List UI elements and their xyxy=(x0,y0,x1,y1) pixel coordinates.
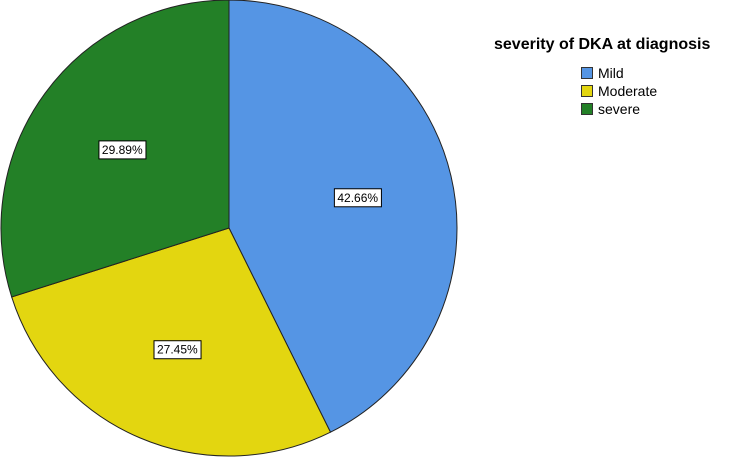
legend-item-severe: severe xyxy=(581,100,710,118)
pie-slices xyxy=(0,0,458,457)
legend-swatch-mild xyxy=(581,67,593,79)
legend-label-severe: severe xyxy=(598,101,641,117)
data-label-moderate: 27.45% xyxy=(153,340,202,360)
data-label-box-mild xyxy=(333,188,382,208)
legend-label-mild: Mild xyxy=(598,65,624,81)
legend-swatch-severe xyxy=(581,103,593,115)
pie-slice-mild xyxy=(228,0,458,433)
data-label-mild: 42.66% xyxy=(333,188,382,208)
legend-item-mild: Mild xyxy=(581,64,710,82)
legend-item-moderate: Moderate xyxy=(581,82,710,100)
data-label-box-severe xyxy=(98,140,147,160)
data-labels: 42.66% 27.45% 29.89% xyxy=(98,140,382,360)
legend: severity of DKA at diagnosis Mild Modera… xyxy=(494,36,710,118)
legend-label-moderate: Moderate xyxy=(598,83,658,99)
data-label-severe: 29.89% xyxy=(98,140,147,160)
data-label-box-moderate xyxy=(153,340,202,360)
legend-title: severity of DKA at diagnosis xyxy=(494,36,711,53)
data-label-text-severe: 29.89% xyxy=(102,143,143,157)
legend-swatch-moderate xyxy=(581,85,593,97)
data-label-text-moderate: 27.45% xyxy=(157,343,198,357)
data-label-text-mild: 42.66% xyxy=(337,191,378,205)
